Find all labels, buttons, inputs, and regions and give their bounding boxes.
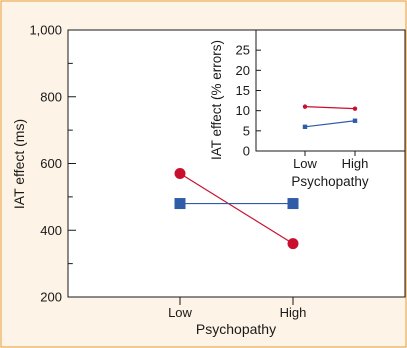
x-tick-label: High (280, 305, 307, 320)
data-point (287, 238, 299, 250)
y-tick-label: 0 (243, 144, 250, 159)
series-line (304, 106, 356, 110)
y-tick-label: 25 (236, 43, 250, 58)
data-point (302, 124, 308, 129)
data-point (174, 168, 186, 180)
inset-plot-area (255, 29, 406, 152)
inset-series-layer (302, 104, 358, 129)
main-y-ticks: 200 400 600 800 1,000 (29, 23, 76, 305)
x-tick-label: Low (168, 305, 192, 320)
y-tick-label: 20 (236, 63, 250, 78)
data-point (287, 198, 299, 210)
inset-chart: 0 5 10 15 20 25 Low High Psychopathy IAT effec… (209, 29, 406, 189)
series-line (179, 173, 294, 245)
main-y-axis-title: IAT effect (ms) (11, 119, 27, 209)
series-line (304, 120, 356, 128)
y-tick-label: 400 (40, 223, 62, 238)
data-point (352, 118, 358, 123)
y-tick-label: 10 (236, 103, 250, 118)
data-point (352, 106, 358, 111)
data-point (302, 104, 308, 109)
main-x-ticks: Low High (168, 297, 306, 320)
y-tick-label: 800 (40, 89, 62, 104)
main-x-axis-title: Psychopathy (196, 321, 276, 337)
y-tick-label: 5 (243, 123, 250, 138)
y-tick-label: 600 (40, 156, 62, 171)
x-tick-label: Low (293, 156, 317, 171)
y-tick-label: 15 (236, 83, 250, 98)
inset-y-ticks: 0 5 10 15 20 25 (236, 43, 261, 159)
inset-x-ticks: Low High (293, 151, 368, 171)
y-tick-label: 200 (40, 290, 62, 305)
y-tick-label: 1,000 (29, 23, 62, 38)
inset-x-axis-title: Psychopathy (291, 174, 369, 189)
inset-y-axis-title: IAT effect (% errors) (209, 40, 224, 160)
data-point (174, 198, 186, 210)
x-tick-label: High (342, 156, 369, 171)
main-series-layer (174, 168, 299, 250)
